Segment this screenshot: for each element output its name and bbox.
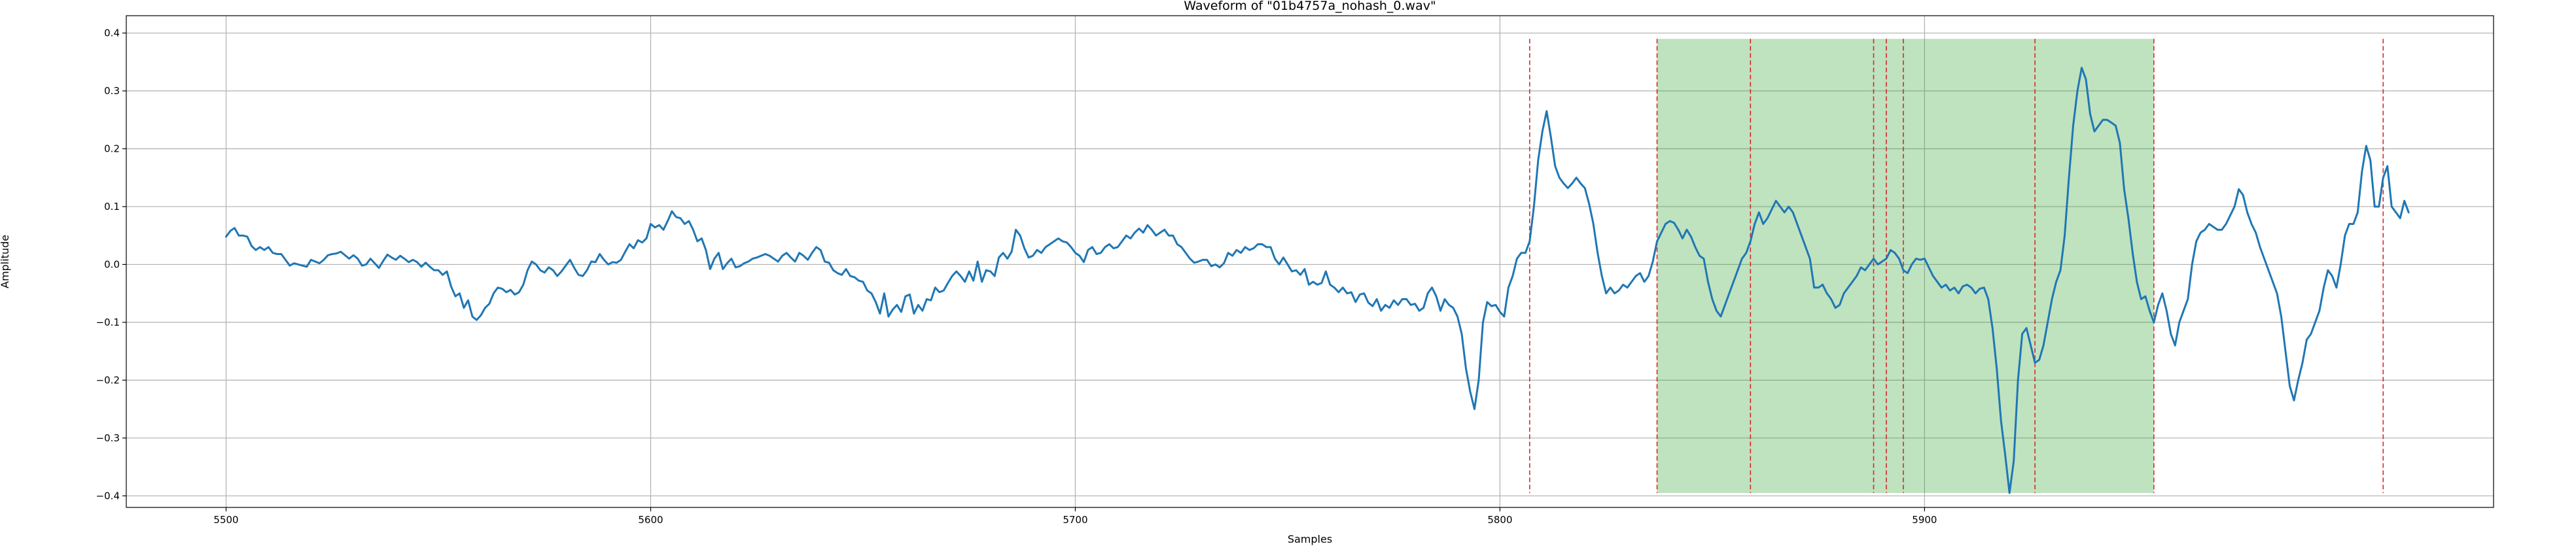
- x-tick-label: 5500: [213, 514, 238, 526]
- y-tick-label: −0.2: [96, 374, 120, 386]
- y-tick-label: −0.1: [96, 316, 120, 328]
- y-tick-label: 0.0: [104, 258, 120, 270]
- marker-lines-layer: [1529, 39, 2384, 493]
- y-tick-label: −0.3: [96, 432, 120, 444]
- grid-lines: [126, 16, 2494, 507]
- x-axis-title: Samples: [1288, 533, 1332, 545]
- y-tick-label: 0.2: [104, 143, 120, 154]
- plot-frame: [126, 15, 2494, 508]
- x-tick-label: 5800: [1487, 514, 1512, 526]
- highlight-region-layer: [1657, 39, 2154, 493]
- y-tick-label: 0.1: [104, 201, 120, 213]
- chart-title: Waveform of "01b4757a_nohash_0.wav": [1184, 0, 1436, 13]
- y-tick-label: −0.4: [96, 490, 120, 502]
- y-axis-ticks: −0.4 −0.3 −0.2 −0.1 0.0 0.1 0.2 0.3 0.4: [96, 27, 126, 502]
- highlighted-segment-region: [1657, 39, 2154, 493]
- x-tick-label: 5900: [1912, 514, 1937, 526]
- series-layer: [225, 67, 2410, 494]
- x-tick-label: 5700: [1063, 514, 1087, 526]
- x-tick-label: 5600: [638, 514, 663, 526]
- y-tick-label: 0.3: [104, 85, 120, 97]
- y-tick-label: 0.4: [104, 27, 120, 39]
- x-axis-ticks: 5500 5600 5700 5800 5900: [213, 507, 1937, 526]
- waveform-line: [225, 67, 2410, 494]
- y-axis-title: Amplitude: [0, 235, 11, 288]
